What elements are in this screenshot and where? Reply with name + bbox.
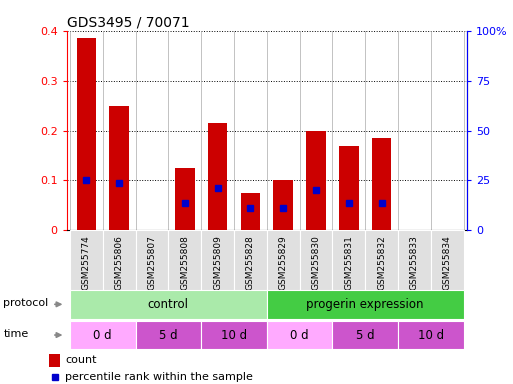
Bar xyxy=(168,230,201,290)
Text: GSM255806: GSM255806 xyxy=(115,235,124,290)
Text: 10 d: 10 d xyxy=(221,329,247,341)
Bar xyxy=(398,230,431,290)
Bar xyxy=(70,230,103,290)
Text: count: count xyxy=(65,355,96,365)
Bar xyxy=(300,230,332,290)
Bar xyxy=(103,230,135,290)
Bar xyxy=(234,230,267,290)
Text: GSM255828: GSM255828 xyxy=(246,235,255,290)
Text: 0 d: 0 d xyxy=(290,329,309,341)
Bar xyxy=(109,106,129,230)
Bar xyxy=(208,123,227,230)
Bar xyxy=(201,230,234,290)
Bar xyxy=(49,354,61,367)
Text: percentile rank within the sample: percentile rank within the sample xyxy=(65,372,253,382)
Bar xyxy=(267,230,300,290)
Bar xyxy=(372,138,391,230)
Text: GSM255830: GSM255830 xyxy=(311,235,321,290)
Bar xyxy=(306,131,326,230)
Text: GSM255774: GSM255774 xyxy=(82,235,91,290)
Text: GSM255833: GSM255833 xyxy=(410,235,419,290)
Text: GSM255829: GSM255829 xyxy=(279,235,288,290)
Text: 5 d: 5 d xyxy=(356,329,374,341)
Bar xyxy=(201,321,267,349)
Text: GDS3495 / 70071: GDS3495 / 70071 xyxy=(67,16,189,30)
Text: 5 d: 5 d xyxy=(159,329,177,341)
Text: progerin expression: progerin expression xyxy=(306,298,424,311)
Bar xyxy=(267,290,464,319)
Text: GSM255831: GSM255831 xyxy=(344,235,353,290)
Text: protocol: protocol xyxy=(3,298,49,308)
Bar xyxy=(267,321,332,349)
Text: GSM255807: GSM255807 xyxy=(147,235,156,290)
Bar xyxy=(339,146,359,230)
Bar xyxy=(135,230,168,290)
Bar xyxy=(70,290,267,319)
Text: GSM255808: GSM255808 xyxy=(180,235,189,290)
Text: GSM255809: GSM255809 xyxy=(213,235,222,290)
Bar xyxy=(332,321,398,349)
Bar xyxy=(332,230,365,290)
Bar xyxy=(76,38,96,230)
Bar xyxy=(70,321,135,349)
Bar xyxy=(135,321,201,349)
Bar xyxy=(273,180,293,230)
Text: control: control xyxy=(148,298,189,311)
Text: 10 d: 10 d xyxy=(418,329,444,341)
Text: GSM255834: GSM255834 xyxy=(443,235,451,290)
Bar xyxy=(241,193,260,230)
Text: time: time xyxy=(3,329,29,339)
Bar xyxy=(431,230,464,290)
Bar xyxy=(365,230,398,290)
Text: GSM255832: GSM255832 xyxy=(377,235,386,290)
Text: 0 d: 0 d xyxy=(93,329,112,341)
Bar xyxy=(175,168,194,230)
Bar xyxy=(398,321,464,349)
